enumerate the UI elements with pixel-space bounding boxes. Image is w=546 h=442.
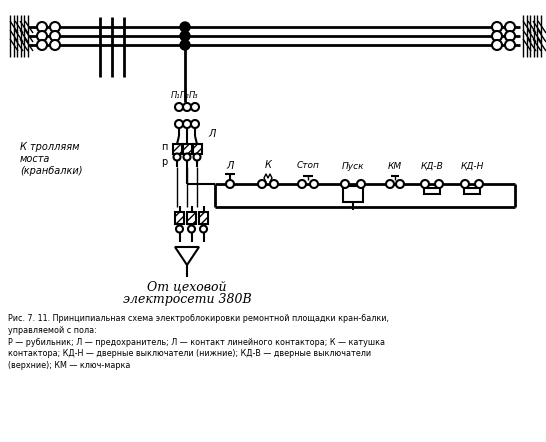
- Circle shape: [180, 31, 190, 41]
- Text: Стоп: Стоп: [296, 161, 319, 170]
- Text: р: р: [161, 157, 167, 167]
- Circle shape: [492, 22, 502, 32]
- Circle shape: [226, 180, 234, 188]
- Text: КД-Н: КД-Н: [460, 162, 484, 171]
- Circle shape: [492, 40, 502, 50]
- Text: Л: Л: [226, 161, 234, 171]
- Text: КМ: КМ: [388, 162, 402, 171]
- Circle shape: [191, 120, 199, 128]
- Bar: [464, 188, 480, 194]
- Circle shape: [298, 180, 306, 188]
- Circle shape: [435, 180, 443, 188]
- Bar: [173, 144, 182, 154]
- Circle shape: [270, 180, 278, 188]
- Circle shape: [183, 120, 191, 128]
- Text: Пуск: Пуск: [342, 162, 364, 171]
- Text: Рис. 7. 11. Принципиальная схема электроблокировки ремонтной площадки кран-балки: Рис. 7. 11. Принципиальная схема электро…: [8, 314, 389, 370]
- Circle shape: [183, 153, 191, 160]
- Circle shape: [461, 180, 469, 188]
- Circle shape: [183, 103, 191, 111]
- Text: К тролляям: К тролляям: [20, 142, 80, 152]
- Text: Л: Л: [208, 129, 215, 139]
- Circle shape: [174, 153, 181, 160]
- Circle shape: [357, 180, 365, 188]
- Text: моста: моста: [20, 154, 50, 164]
- Text: К: К: [265, 160, 271, 170]
- Text: электросети 380В: электросети 380В: [123, 293, 251, 305]
- Circle shape: [505, 40, 515, 50]
- Text: П₁: П₁: [171, 91, 181, 100]
- Circle shape: [386, 180, 394, 188]
- Circle shape: [341, 180, 349, 188]
- Circle shape: [475, 180, 483, 188]
- Circle shape: [396, 180, 404, 188]
- Circle shape: [492, 31, 502, 41]
- Circle shape: [310, 180, 318, 188]
- Circle shape: [37, 22, 47, 32]
- Circle shape: [176, 225, 183, 232]
- Circle shape: [50, 40, 60, 50]
- Circle shape: [37, 40, 47, 50]
- Circle shape: [193, 153, 200, 160]
- Circle shape: [188, 225, 195, 232]
- Bar: [199, 212, 208, 224]
- Circle shape: [50, 31, 60, 41]
- Circle shape: [505, 31, 515, 41]
- Circle shape: [258, 180, 266, 188]
- Circle shape: [191, 103, 199, 111]
- Text: От цеховой: От цеховой: [147, 281, 227, 293]
- Circle shape: [200, 225, 207, 232]
- Bar: [187, 212, 196, 224]
- Text: КД-В: КД-В: [420, 162, 443, 171]
- Text: (кранбалки): (кранбалки): [20, 166, 82, 176]
- Circle shape: [175, 103, 183, 111]
- Text: П₃: П₃: [189, 91, 199, 100]
- Circle shape: [175, 120, 183, 128]
- Text: П₂: П₂: [180, 91, 190, 100]
- Circle shape: [505, 22, 515, 32]
- Circle shape: [50, 22, 60, 32]
- Text: п: п: [161, 142, 167, 152]
- Bar: [424, 188, 440, 194]
- Bar: [175, 212, 184, 224]
- Circle shape: [180, 22, 190, 32]
- Bar: [183, 144, 192, 154]
- Bar: [193, 144, 202, 154]
- Circle shape: [421, 180, 429, 188]
- Circle shape: [180, 40, 190, 50]
- Bar: [343, 186, 363, 202]
- Circle shape: [37, 31, 47, 41]
